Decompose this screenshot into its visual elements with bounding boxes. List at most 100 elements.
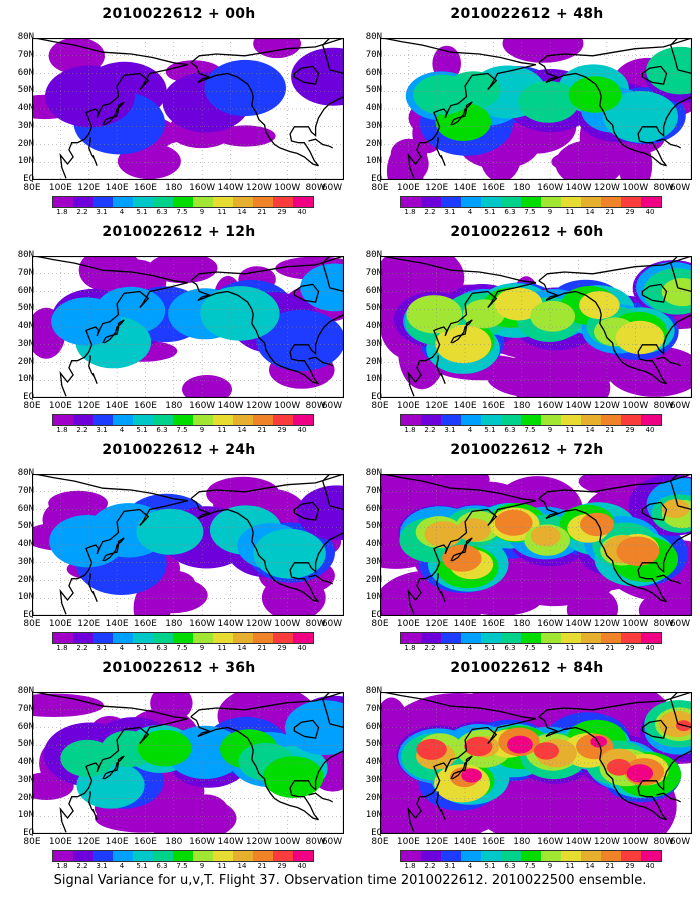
colorbar-label: 4 [467,644,473,652]
colorbar-swatch [53,851,73,861]
longitude-label: 160W [537,183,564,193]
variance-contour [148,256,218,284]
coastline [293,719,320,739]
forecast-panel: 2010022612 + 12h 80N 70N 60N 50N 40N 30N 20N 10N… [14,218,344,434]
map-canvas [32,256,344,398]
panel-title: 2010022612 + 72h [450,442,604,458]
colorbar-label: 29 [277,862,287,870]
latitude-label: 20N [365,574,382,585]
colorbar-labels: 1.8 2.2 3.1 4 5.1 6.3 7.5 9 11 14 21 29 40 [52,644,312,654]
latitude-label: 10N [17,592,34,603]
colorbar-label: 7.5 [524,426,536,434]
coastline [656,356,682,367]
colorbar-swatch [233,633,253,643]
variance-map: 80N 70N 60N 50N 40N 30N 20N 10N EQ [18,250,344,402]
longitude-labels: 80E 100E 120E 140E 160E 180 160W 140W 120W 100W 80… [14,619,344,631]
colorbar-labels: 1.8 2.2 3.1 4 5.1 6.3 7.5 9 11 14 21 29 40 [400,862,660,872]
longitude-label: 100E [48,183,72,193]
latitude-label: EQ [23,828,34,838]
map-canvas [380,256,692,398]
coastline [102,319,125,344]
colorbar-swatch [173,197,193,207]
coastline [102,755,125,780]
longitude-label: 60W [669,837,691,847]
latitude-label: 30N [17,774,34,785]
latitude-label: EQ [23,610,34,620]
variance-map: 80N 70N 60N 50N 40N 30N 20N 10N EQ [366,250,692,402]
coastline [538,280,667,385]
longitude-label: 120W [593,837,620,847]
latitude-label: 40N [17,757,34,767]
colorbar-label: 7.5 [176,208,188,216]
colorbar-swatch [153,197,173,207]
variance-contour [48,38,105,75]
colorbar-label: 5.1 [484,208,496,216]
longitude-label: 80E [23,183,41,193]
colorbar-swatch [293,415,313,425]
longitude-label: 140E [105,401,129,411]
longitude-label: 60W [321,837,343,847]
colorbar-label: 29 [625,644,635,652]
longitude-label: 80W [653,837,674,847]
colorbar-swatch [581,415,601,425]
longitude-label: 160W [189,837,216,847]
latitude-label: 50N [365,739,382,750]
longitude-label: 180 [513,619,531,629]
colorbar-label: 1.8 [404,208,416,216]
variance-contour [456,518,491,542]
latitude-label: 40N [365,539,382,549]
map-frame [380,474,692,616]
colorbar-swatch [93,415,113,425]
map-canvas [32,38,344,180]
longitude-label: 80W [305,837,326,847]
colorbar-label: 3.1 [444,644,456,652]
colorbar-label: 7.5 [176,862,188,870]
colorbar-swatch [173,851,193,861]
colorbar-label: 14 [237,644,247,652]
forecast-panel: 2010022612 + 00h 80N 70N 60N 50N 40N 30N 20N 10N… [14,0,344,216]
colorbar-swatch [293,633,313,643]
coastline [538,474,692,500]
longitude-label: 80W [653,401,674,411]
variance-map: 80N 70N 60N 50N 40N 30N 20N 10N EQ [366,468,692,620]
latitude-label: 40N [365,103,382,113]
colorbar-label: 11 [217,208,227,216]
map-frame [380,38,692,180]
colorbar-label: 4 [119,862,125,870]
variance-contour [49,515,126,568]
longitude-label: 120E [425,401,449,411]
map-frame [380,256,692,398]
variance-contour [60,739,115,777]
colorbar-swatch [441,633,461,643]
colorbar-swatch [641,197,661,207]
colorbar-swatch [273,633,293,643]
latitude-label: 20N [17,792,34,803]
colorbar-swatch [461,633,481,643]
latitude-label: 50N [17,521,34,532]
variance-contour [464,736,493,757]
colorbar-label: 5.1 [136,862,148,870]
colorbar-label: 9 [199,426,205,434]
colorbar-label: 2.2 [76,862,88,870]
longitude-label: 100E [48,401,72,411]
variance-contour [137,729,192,767]
colorbar-label: 7.5 [524,644,536,652]
colorbar-label: 1.8 [56,644,68,652]
colorbar-swatch [193,415,213,425]
colorbar [52,414,314,426]
variance-contour [95,803,192,833]
coastline [656,574,682,585]
variance-contour [555,140,624,180]
variance-contour [136,508,204,555]
coastline [293,501,320,521]
latitude-label: 10N [365,592,382,603]
colorbar-swatch [401,851,421,861]
colorbar [52,196,314,208]
coastline [289,532,344,603]
colorbar-label: 14 [585,426,595,434]
colorbar-label: 5.1 [484,644,496,652]
latitude-label: 40N [17,321,34,331]
colorbar [400,850,662,862]
colorbar-swatch [521,633,541,643]
coastline [538,38,692,64]
